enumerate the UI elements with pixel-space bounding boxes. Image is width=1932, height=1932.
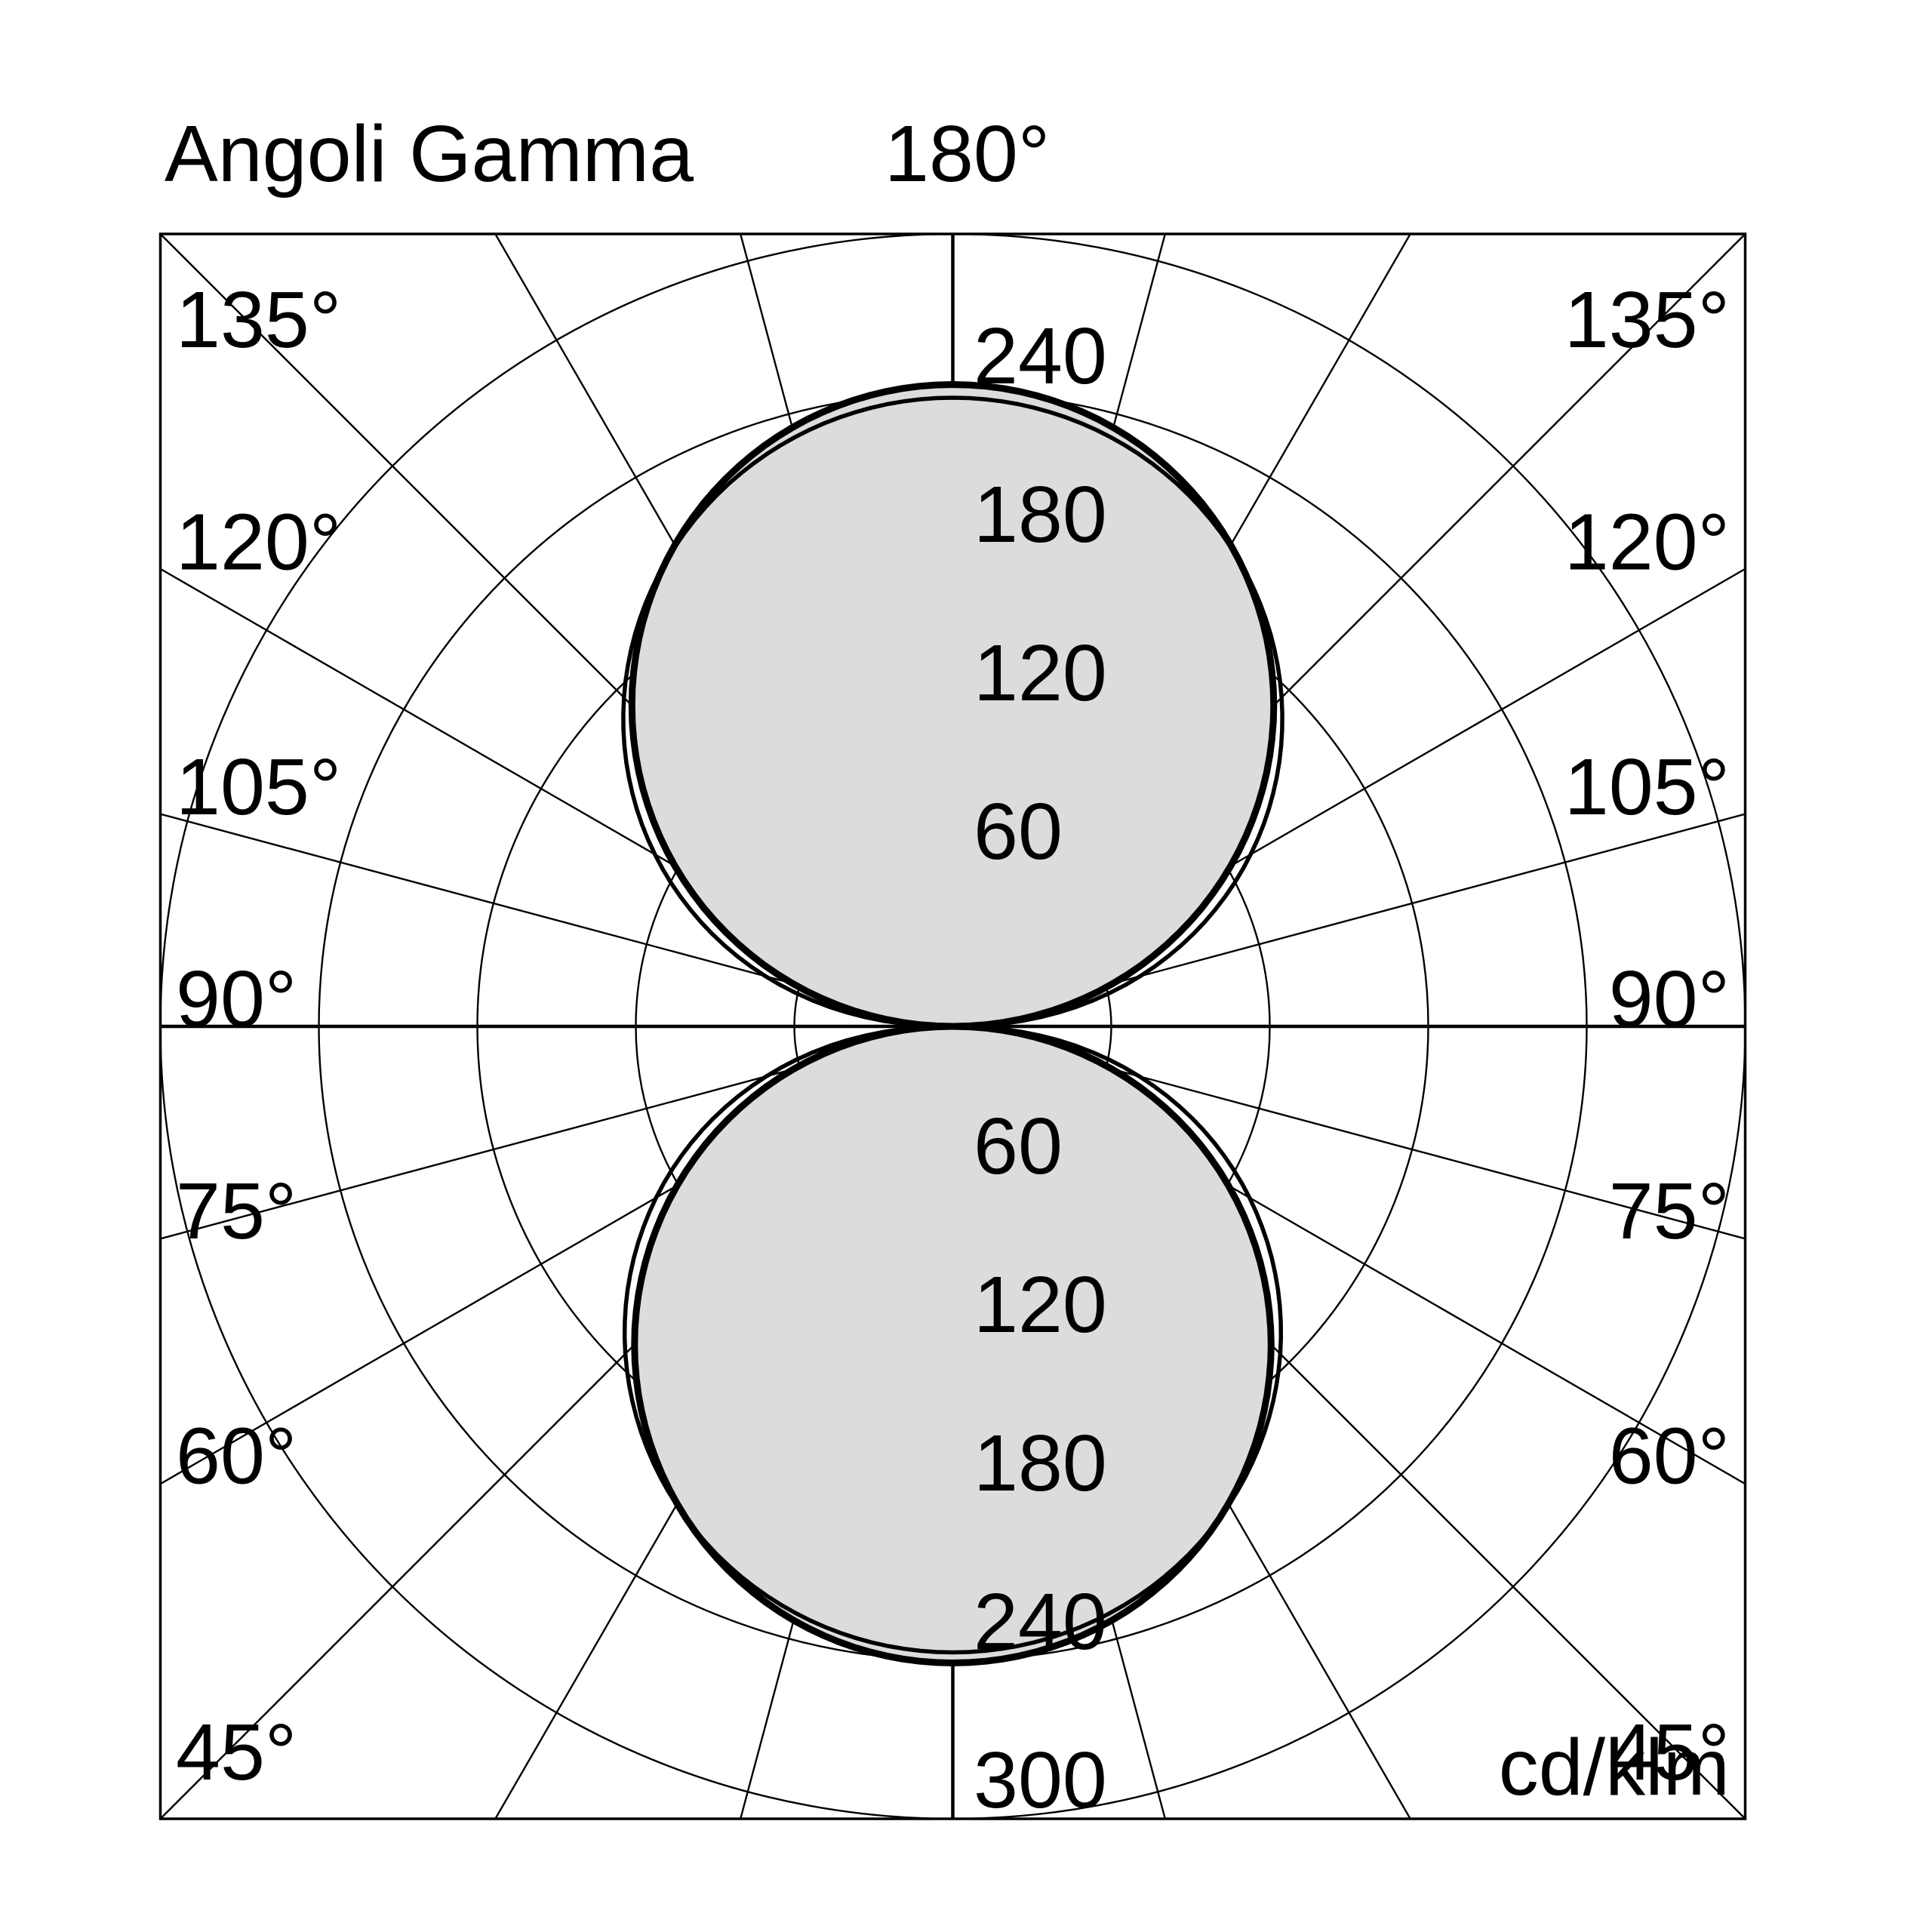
angle-label-right-75: 75° xyxy=(1609,1167,1730,1256)
curve-plane-C90-C270 xyxy=(621,395,1284,1655)
angle-label-right-105: 105° xyxy=(1564,743,1730,832)
angle-label-left-90: 90° xyxy=(176,955,297,1044)
grid-ray-105 xyxy=(952,813,1746,1028)
angle-label-right-60: 60° xyxy=(1609,1412,1730,1501)
angle-label-left-45: 45° xyxy=(176,1708,297,1797)
angle-label-right-90: 90° xyxy=(1609,955,1730,1044)
radial-label-bottom-240: 240 xyxy=(974,1577,1107,1666)
grid-ray-255 xyxy=(160,813,953,1028)
angle-label-left-105: 105° xyxy=(176,743,341,832)
plot-border xyxy=(158,232,1747,1820)
radial-label-top-120: 120 xyxy=(974,629,1107,718)
top-axis-label-180: 180° xyxy=(884,109,1050,198)
grid-ray-75 xyxy=(952,1025,1746,1240)
angle-label-right-135: 135° xyxy=(1564,275,1730,365)
radial-label-top-180: 180 xyxy=(974,470,1107,559)
angle-label-right-45: 45° xyxy=(1609,1708,1730,1797)
grid-ray-285 xyxy=(160,1025,953,1240)
angle-label-left-135: 135° xyxy=(176,275,341,365)
radial-label-bottom-60: 60 xyxy=(974,1102,1063,1191)
radial-label-bottom-180: 180 xyxy=(974,1419,1107,1508)
radial-label-bottom-300: 300 xyxy=(974,1736,1107,1825)
curve-plane-C0-C180 xyxy=(628,381,1278,1666)
chart-title: Angoli Gamma xyxy=(165,109,694,198)
radial-label-top-240: 240 xyxy=(974,312,1107,401)
angle-label-left-120: 120° xyxy=(176,497,341,586)
angle-label-left-60: 60° xyxy=(176,1412,297,1501)
angle-label-left-75: 75° xyxy=(176,1167,297,1256)
unit-label: cd/klm xyxy=(1499,1723,1730,1812)
radial-label-bottom-120: 120 xyxy=(974,1260,1107,1349)
angle-label-right-120: 120° xyxy=(1564,497,1730,586)
radial-label-top-60: 60 xyxy=(974,787,1063,876)
